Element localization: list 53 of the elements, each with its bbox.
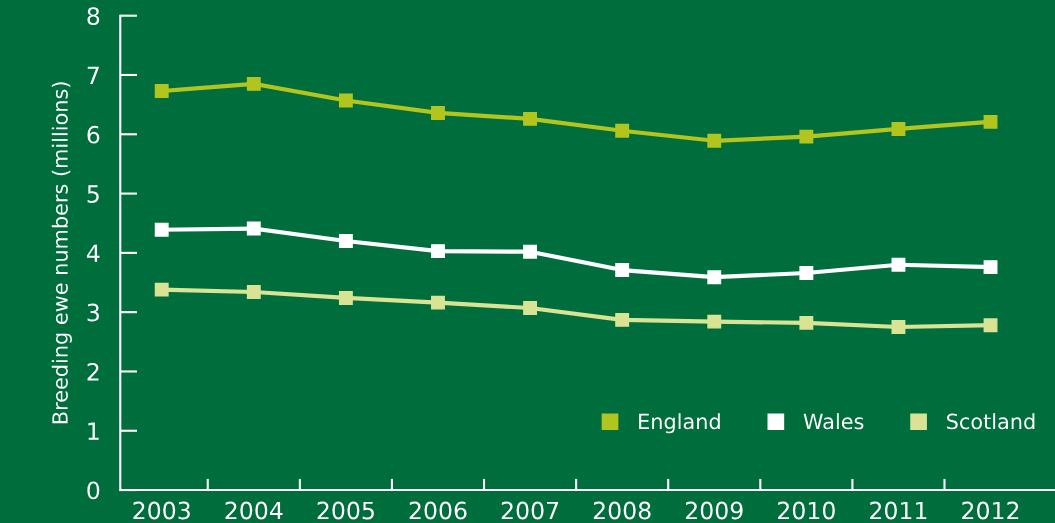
x-tick-label: 2011: [870, 501, 927, 520]
point: [431, 244, 445, 259]
point: [799, 129, 814, 144]
legend-label: England: [639, 413, 720, 434]
point: [154, 84, 169, 98]
y-tick-label: 8: [87, 7, 100, 25]
point: [615, 312, 630, 327]
legend-label: Wales: [803, 413, 864, 430]
point: [799, 266, 814, 280]
point: [891, 257, 906, 272]
point: [799, 315, 814, 330]
point: [983, 114, 998, 129]
x-tick-label: 2010: [778, 501, 835, 520]
point: [338, 290, 353, 305]
x-tick-label: 2004: [225, 501, 283, 520]
legend-label: Scotland: [947, 413, 1035, 430]
y-axis-title: Breeding ewe numbers (millions): [51, 82, 72, 424]
point: [431, 295, 445, 310]
y-tick-label: 0: [87, 481, 100, 500]
x-tick-label: 2007: [501, 501, 559, 520]
point: [891, 320, 906, 334]
point: [154, 282, 169, 297]
point: [523, 111, 538, 126]
x-tick-label: 2012: [962, 501, 1019, 520]
point: [707, 133, 722, 148]
point: [246, 76, 261, 91]
point: [523, 244, 538, 259]
point: [431, 105, 445, 120]
point: [891, 121, 906, 136]
point: [246, 221, 261, 236]
point: [338, 234, 353, 248]
point: [983, 260, 998, 275]
point: [707, 314, 722, 329]
point: [523, 301, 538, 315]
x-tick-label: 2003: [133, 501, 190, 520]
point: [615, 263, 630, 278]
point: [983, 318, 998, 333]
x-tick-label: 2009: [685, 501, 743, 520]
y-tick-label: 4: [86, 244, 100, 262]
y-tick-label: 6: [87, 125, 100, 144]
point: [707, 270, 722, 285]
y-tick-label: 1: [88, 422, 99, 440]
x-tick-label: 2006: [409, 501, 467, 520]
y-tick-label: 7: [87, 66, 99, 84]
point: [154, 222, 169, 237]
point: [246, 285, 261, 299]
y-tick-label: 2: [87, 362, 99, 381]
point: [338, 93, 353, 108]
x-tick-label: 2008: [593, 501, 651, 520]
y-tick-label: 5: [87, 185, 99, 203]
x-tick-label: 2005: [317, 501, 374, 520]
point: [615, 123, 630, 138]
y-tick-label: 3: [87, 303, 99, 322]
